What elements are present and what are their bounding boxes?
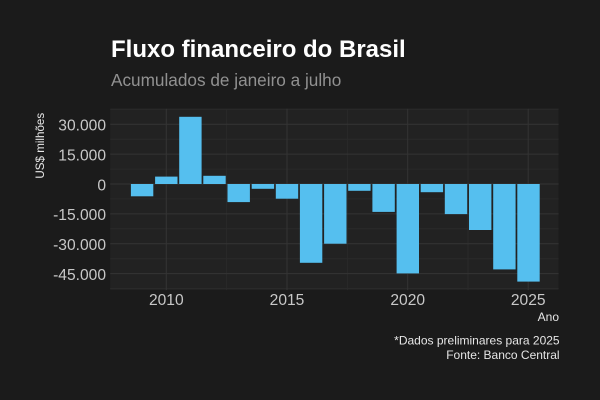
svg-text:30.000: 30.000 xyxy=(58,118,106,135)
svg-text:-15.000: -15.000 xyxy=(53,207,106,224)
svg-text:Ano: Ano xyxy=(538,310,560,324)
svg-text:-45.000: -45.000 xyxy=(53,267,106,284)
svg-text:Fluxo financeiro do Brasil: Fluxo financeiro do Brasil xyxy=(111,36,406,63)
svg-text:2010: 2010 xyxy=(149,292,184,309)
svg-text:Fonte: Banco Central: Fonte: Banco Central xyxy=(446,348,559,362)
svg-text:-30.000: -30.000 xyxy=(53,237,106,254)
svg-text:0: 0 xyxy=(97,177,106,194)
svg-text:2015: 2015 xyxy=(270,292,305,309)
svg-text:2020: 2020 xyxy=(390,292,425,309)
svg-text:*Dados preliminares para 2025: *Dados preliminares para 2025 xyxy=(394,333,560,347)
svg-text:2025: 2025 xyxy=(511,292,546,309)
svg-text:Acumulados de janeiro a julho: Acumulados de janeiro a julho xyxy=(111,70,341,90)
svg-text:US$ milhões: US$ milhões xyxy=(34,113,47,179)
svg-text:15.000: 15.000 xyxy=(58,147,106,164)
